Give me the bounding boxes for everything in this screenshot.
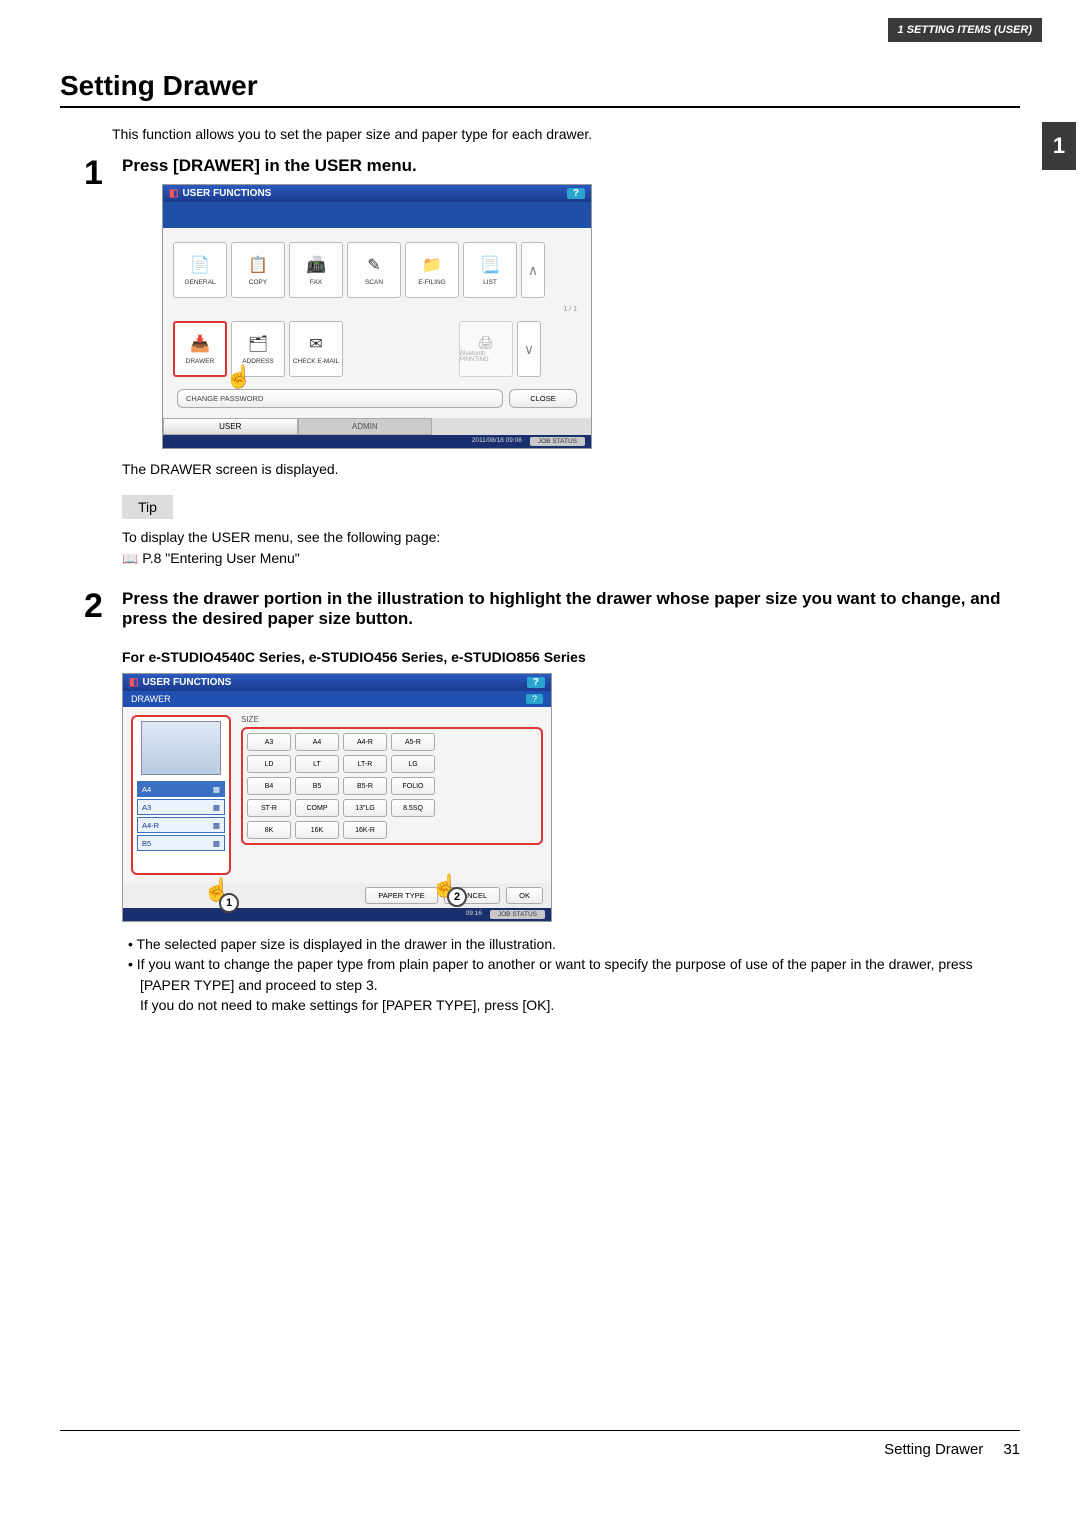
tip-text: To display the USER menu, see the follow… — [122, 527, 1010, 569]
size-a3[interactable]: A3 — [247, 733, 291, 751]
footer-title: Setting Drawer — [884, 1441, 983, 1458]
size-13lg[interactable]: 13"LG — [343, 799, 387, 817]
size-a4[interactable]: A4 — [295, 733, 339, 751]
efiling-button[interactable]: 📁E-FILING — [405, 242, 459, 298]
scroll-down-icon[interactable]: ∨ — [517, 321, 541, 377]
footer-page: 31 — [1003, 1441, 1020, 1458]
step-2-bullets: The selected paper size is displayed in … — [122, 934, 1010, 1015]
drawer-slot-2[interactable]: A3 — [137, 799, 225, 815]
callout-1: 1 — [219, 893, 239, 913]
size-label: SIZE — [241, 715, 543, 724]
check-email-button[interactable]: ✉CHECK E-MAIL — [289, 321, 343, 377]
tip-label: Tip — [122, 495, 173, 519]
list-button[interactable]: 📃LIST — [463, 242, 517, 298]
shot2-timestamp: 09:16 — [466, 910, 482, 919]
icon-row-1: 📄GENERAL 📋COPY 📠FAX ✎SCAN 📁E-FILING 📃LIS… — [169, 234, 585, 306]
page-indicator: 1 / 1 — [169, 306, 585, 313]
general-button[interactable]: 📄GENERAL — [173, 242, 227, 298]
fax-icon: 📠 — [303, 254, 329, 276]
page-title: Setting Drawer — [60, 70, 1010, 102]
close-button[interactable]: CLOSE — [509, 389, 577, 408]
size-ld[interactable]: LD — [247, 755, 291, 773]
title-rule — [60, 106, 1020, 108]
size-85sq[interactable]: 8.5SQ — [391, 799, 435, 817]
help-icon[interactable]: ? — [526, 694, 543, 704]
copy-icon: 📋 — [245, 254, 271, 276]
page-footer: Setting Drawer 31 — [60, 1430, 1020, 1458]
screenshot-drawer: ◧USER FUNCTIONS ? DRAWER ? A4 A3 A4-R B5 — [122, 673, 552, 922]
change-password-button[interactable]: CHANGE PASSWORD — [177, 389, 503, 408]
size-b5[interactable]: B5 — [295, 777, 339, 795]
paper-type-button[interactable]: PAPER TYPE — [365, 887, 437, 904]
bullet-2: If you want to change the paper type fro… — [140, 954, 1010, 1015]
job-status-button[interactable]: JOB STATUS — [490, 910, 545, 919]
size-grid: A3 A4 A4-R A5-R LD LT LT-R LG B4 B5 B5-R… — [241, 727, 543, 845]
step-2-number: 2 — [60, 589, 122, 1015]
intro-text: This function allows you to set the pape… — [112, 126, 1010, 142]
size-16kr[interactable]: 16K-R — [343, 821, 387, 839]
shot2-subtitle: DRAWER — [131, 694, 171, 704]
step-2: 2 Press the drawer portion in the illust… — [60, 589, 1010, 1015]
size-16k[interactable]: 16K — [295, 821, 339, 839]
mfp-icon — [141, 721, 221, 775]
size-b5r[interactable]: B5-R — [343, 777, 387, 795]
ok-button[interactable]: OK — [506, 887, 543, 904]
drawer-button[interactable]: 📥DRAWER — [173, 321, 227, 377]
size-str[interactable]: ST-R — [247, 799, 291, 817]
size-b4[interactable]: B4 — [247, 777, 291, 795]
size-folio[interactable]: FOLIO — [391, 777, 435, 795]
step-2-subhead: For e-STUDIO4540C Series, e-STUDIO456 Se… — [122, 649, 1010, 665]
tab-admin[interactable]: ADMIN — [298, 418, 433, 435]
scan-icon: ✎ — [361, 254, 387, 276]
step-1: 1 Press [DRAWER] in the USER menu. ◧USER… — [60, 156, 1010, 569]
step-1-caption: The DRAWER screen is displayed. — [122, 461, 1010, 477]
scan-button[interactable]: ✎SCAN — [347, 242, 401, 298]
size-lt[interactable]: LT — [295, 755, 339, 773]
size-lg[interactable]: LG — [391, 755, 435, 773]
bullet-1: The selected paper size is displayed in … — [140, 934, 1010, 954]
bluetooth-printing-button[interactable]: 🖨Bluetooth PRINTING — [459, 321, 513, 377]
size-comp[interactable]: COMP — [295, 799, 339, 817]
copy-button[interactable]: 📋COPY — [231, 242, 285, 298]
chapter-tab: 1 — [1042, 122, 1076, 170]
list-icon: 📃 — [477, 254, 503, 276]
address-icon: 🗂 — [245, 333, 271, 355]
size-ltr[interactable]: LT-R — [343, 755, 387, 773]
shot2-title: ◧USER FUNCTIONS — [129, 677, 231, 688]
drawer-icon: 📥 — [187, 333, 213, 355]
drawer-slot-1[interactable]: A4 — [137, 781, 225, 797]
help-icon[interactable]: ? — [527, 677, 545, 688]
step-1-number: 1 — [60, 156, 122, 569]
email-icon: ✉ — [303, 333, 329, 355]
header-breadcrumb: 1 SETTING ITEMS (USER) — [888, 18, 1042, 42]
size-a5r[interactable]: A5-R — [391, 733, 435, 751]
shot1-blueband — [163, 202, 591, 228]
shot1-tabs: USER ADMIN — [163, 418, 591, 435]
tab-user[interactable]: USER — [163, 418, 298, 435]
job-status-button[interactable]: JOB STATUS — [530, 437, 585, 446]
book-icon: 📖 — [122, 551, 138, 566]
scroll-up-icon[interactable]: ∧ — [521, 242, 545, 298]
size-a4r[interactable]: A4-R — [343, 733, 387, 751]
cursor-icon — [225, 364, 247, 390]
drawer-slot-3[interactable]: A4-R — [137, 817, 225, 833]
efiling-icon: 📁 — [419, 254, 445, 276]
screenshot-user-functions: ◧USER FUNCTIONS ? 📄GENERAL 📋COPY 📠FAX ✎S… — [162, 184, 592, 449]
step-1-heading: Press [DRAWER] in the USER menu. — [122, 156, 1010, 176]
shot1-timestamp: 2011/08/18 09:08 — [472, 437, 522, 446]
step-2-heading: Press the drawer portion in the illustra… — [122, 589, 1010, 629]
fax-button[interactable]: 📠FAX — [289, 242, 343, 298]
drawer-slot-4[interactable]: B5 — [137, 835, 225, 851]
help-icon[interactable]: ? — [567, 188, 585, 199]
callout-2: 2 — [447, 887, 467, 907]
drawer-illustration[interactable]: A4 A3 A4-R B5 — [131, 715, 231, 875]
general-icon: 📄 — [187, 254, 213, 276]
shot1-title: ◧USER FUNCTIONS — [169, 188, 271, 199]
size-8k[interactable]: 8K — [247, 821, 291, 839]
